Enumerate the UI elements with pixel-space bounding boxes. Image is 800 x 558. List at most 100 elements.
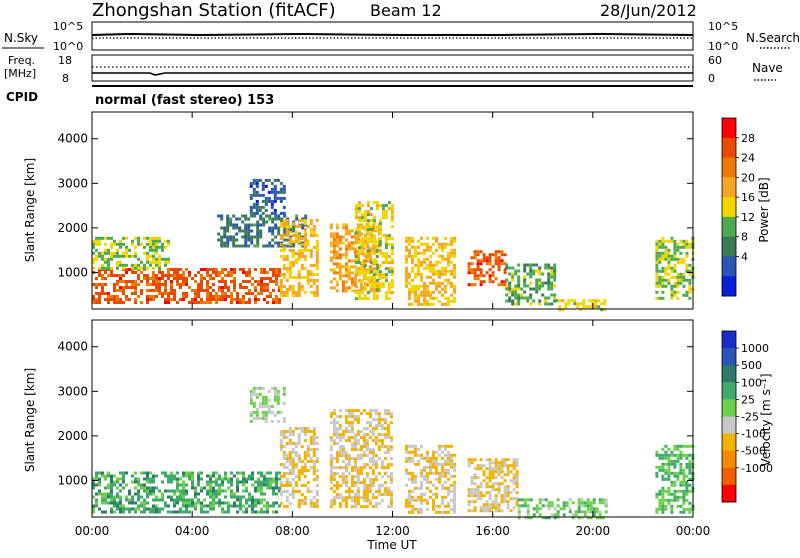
velocity-cell xyxy=(423,477,426,481)
power-cell xyxy=(200,298,203,301)
velocity-cell xyxy=(383,457,387,461)
power-cell xyxy=(107,251,110,255)
power-cell xyxy=(258,193,262,197)
power-cell xyxy=(107,266,110,270)
velocity-cell xyxy=(408,477,411,481)
power-cell xyxy=(226,223,230,227)
velocity-cell xyxy=(380,475,384,479)
velocity-cell xyxy=(432,501,435,505)
power-cell xyxy=(244,232,248,236)
power-cell xyxy=(215,271,218,274)
power-cell xyxy=(523,266,527,270)
velocity-cell xyxy=(386,505,390,509)
velocity-cell xyxy=(473,467,477,471)
velocity-cell xyxy=(592,513,596,517)
power-cell xyxy=(347,247,351,251)
power-cell xyxy=(223,226,227,230)
power-cell xyxy=(372,246,376,250)
power-cell xyxy=(414,263,417,267)
power-cell xyxy=(232,226,236,230)
velocity-cell xyxy=(251,471,254,475)
power-cell xyxy=(497,250,501,254)
velocity-cell xyxy=(288,433,292,436)
velocity-cell xyxy=(383,472,387,476)
velocity-cell xyxy=(152,480,155,484)
power-cell xyxy=(137,274,140,277)
velocity-cell xyxy=(116,504,119,508)
power-cell xyxy=(285,258,289,261)
velocity-cell xyxy=(95,504,98,508)
velocity-cell xyxy=(512,506,516,510)
power-cell xyxy=(378,237,382,241)
power-cell xyxy=(500,283,504,287)
power-cell xyxy=(291,240,295,243)
power-cell xyxy=(420,272,423,276)
power-cell xyxy=(603,308,607,312)
power-cell xyxy=(384,240,388,244)
power-cell xyxy=(494,262,498,266)
velocity-cell xyxy=(95,474,98,478)
power-cell xyxy=(444,278,447,282)
power-cell xyxy=(306,225,310,228)
power-cell xyxy=(408,290,411,294)
velocity-cell xyxy=(230,495,233,499)
power-cell xyxy=(113,298,116,301)
velocity-cell xyxy=(218,474,221,478)
power-cell xyxy=(107,274,110,277)
power-cell xyxy=(375,282,379,286)
velocity-cell xyxy=(288,457,292,460)
velocity-cell xyxy=(408,501,411,505)
velocity-cell xyxy=(122,510,125,514)
power-cell xyxy=(134,301,137,304)
velocity-cell xyxy=(411,450,414,454)
power-colorbar-tick-label: 28 xyxy=(741,132,755,145)
power-cell xyxy=(357,279,361,283)
velocity-cell xyxy=(285,466,289,469)
velocity-cell xyxy=(682,480,686,484)
velocity-cell xyxy=(332,472,336,476)
velocity-cell xyxy=(137,498,140,502)
velocity-cell xyxy=(497,473,501,477)
power-cell xyxy=(161,257,164,261)
power-cell xyxy=(279,199,283,203)
power-cell xyxy=(218,295,221,298)
velocity-cell xyxy=(509,470,513,474)
power-cell xyxy=(366,204,370,208)
power-cell xyxy=(221,295,224,298)
velocity-cell xyxy=(212,480,215,484)
velocity-cell xyxy=(306,427,310,430)
velocity-cell xyxy=(303,475,307,478)
power-cell xyxy=(335,250,339,254)
velocity-cell xyxy=(230,489,233,493)
power-cell xyxy=(387,255,391,259)
velocity-cell xyxy=(341,460,345,464)
velocity-cell xyxy=(143,483,146,487)
power-cell xyxy=(667,260,671,264)
power-cell xyxy=(384,243,388,247)
velocity-cell xyxy=(206,504,209,508)
velocity-cell xyxy=(523,498,527,502)
power-cell xyxy=(200,289,203,292)
power-cell xyxy=(594,299,598,303)
velocity-cell xyxy=(512,482,516,486)
velocity-cell xyxy=(149,507,152,511)
velocity-cell xyxy=(122,486,125,490)
power-cell xyxy=(655,257,659,261)
power-cell xyxy=(249,196,253,200)
velocity-cell xyxy=(245,507,248,511)
power-cell xyxy=(315,291,319,294)
power-cell xyxy=(252,178,256,182)
power-cell xyxy=(137,266,140,270)
power-cell xyxy=(252,187,256,191)
power-cell xyxy=(344,274,348,278)
velocity-cell xyxy=(275,486,278,490)
power-cell xyxy=(282,267,286,270)
velocity-cell xyxy=(453,468,456,472)
nsky-panel xyxy=(91,21,694,51)
velocity-cell xyxy=(658,489,662,493)
power-cell xyxy=(375,201,379,205)
velocity-cell xyxy=(595,510,599,514)
velocity-cell xyxy=(242,495,245,499)
power-cell xyxy=(272,271,275,274)
power-cell xyxy=(274,235,278,239)
